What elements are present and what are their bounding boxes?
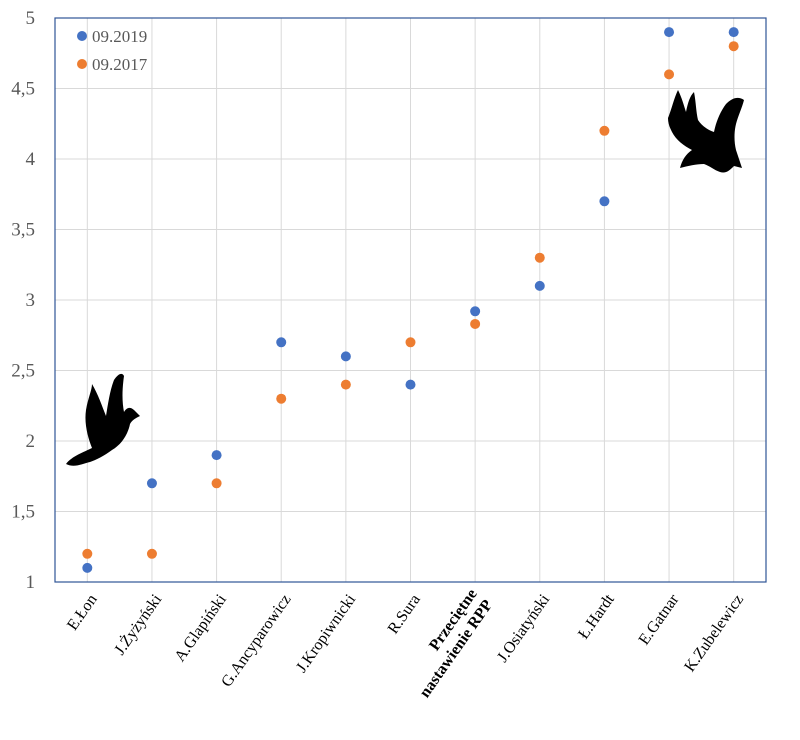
dove-icon [66,373,140,466]
data-point-09.2019 [599,196,610,207]
data-point-09.2017 [146,548,157,559]
legend: 09.2019 09.2017 [77,27,148,74]
data-point-09.2019 [405,379,416,390]
plot-area [54,17,767,583]
data-point-09.2017 [664,69,675,80]
data-point-09.2019 [470,306,481,317]
data-point-09.2019 [534,280,545,291]
data-point-09.2017 [211,478,222,489]
legend-marker [77,31,87,41]
x-tick-label: Ł.Hardt [575,591,618,642]
data-point-09.2019 [82,562,93,573]
data-point-09.2017 [276,393,287,404]
data-point-09.2017 [82,548,93,559]
x-tick-label: J.Żyżyński [111,590,166,658]
y-tick-label: 2,5 [11,361,35,382]
data-point-09.2017 [340,379,351,390]
data-point-09.2017 [728,41,739,52]
eagle-icon [668,90,744,173]
y-axis: 1 1,5 2 2,5 3 3,5 4 4,5 5 [11,8,35,593]
data-point-09.2019 [340,351,351,362]
data-point-09.2017 [405,337,416,348]
y-tick-label: 1,5 [11,502,35,523]
x-tick-label: A.Glapiński [171,591,230,665]
x-axis: E.Łon J.Żyżyński A.GlapińskiG.Ancyparowicz… [64,586,747,701]
legend-label: 09.2017 [92,55,148,74]
y-tick-label: 1 [26,572,36,593]
data-point-09.2019 [211,450,222,461]
data-point-09.2017 [599,125,610,136]
legend-label: 09.2019 [92,27,147,46]
data-point-09.2019 [276,337,287,348]
x-tick-label: G.Ancyparowicz [218,591,294,690]
data-point-09.2019 [664,27,675,38]
data-points [82,27,739,573]
y-tick-label: 4 [26,149,36,170]
y-tick-label: 4,5 [11,79,35,100]
legend-marker [77,59,87,69]
y-tick-label: 3 [26,290,36,311]
x-tick-label: E.Gatnar [636,591,683,648]
grid [55,17,766,583]
x-tick-label: J.Osiatyński [494,591,553,666]
data-point-09.2017 [470,318,481,329]
y-tick-label: 2 [26,431,36,452]
x-tick-label: J.Kropiwnicki [293,591,359,676]
y-tick-label: 3,5 [11,220,35,241]
y-tick-label: 5 [26,8,36,29]
data-point-09.2017 [534,252,545,263]
x-tick-label: E.Łon [64,591,101,633]
data-point-09.2019 [728,27,739,38]
data-point-09.2019 [146,478,157,489]
x-tick-label: K.Zubelewicz [681,591,747,675]
x-tick-label: R.Sura [385,591,424,637]
